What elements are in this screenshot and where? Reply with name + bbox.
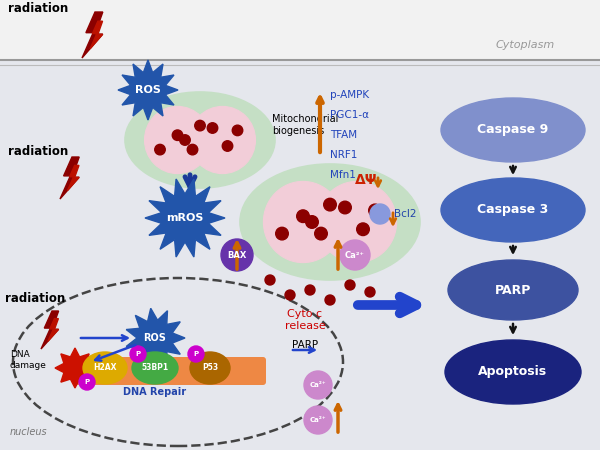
Text: Ca²⁺: Ca²⁺: [310, 382, 326, 388]
Text: 53BP1: 53BP1: [142, 364, 169, 373]
Ellipse shape: [145, 106, 211, 174]
Circle shape: [356, 223, 370, 235]
Ellipse shape: [448, 260, 578, 320]
Circle shape: [325, 295, 335, 305]
Ellipse shape: [240, 164, 420, 280]
Text: radiation: radiation: [8, 2, 68, 15]
Circle shape: [172, 130, 183, 140]
Circle shape: [338, 201, 352, 214]
Text: P53: P53: [202, 364, 218, 373]
Text: PARP: PARP: [495, 284, 531, 297]
Circle shape: [304, 371, 332, 399]
Circle shape: [296, 210, 310, 222]
Text: p-AMPK: p-AMPK: [330, 90, 369, 100]
Polygon shape: [126, 308, 185, 368]
Circle shape: [79, 374, 95, 390]
Ellipse shape: [190, 352, 230, 384]
Text: Apoptosis: Apoptosis: [478, 365, 548, 378]
Text: P: P: [136, 351, 140, 357]
Text: TFAM: TFAM: [330, 130, 357, 140]
Circle shape: [195, 120, 205, 131]
Polygon shape: [90, 21, 103, 49]
Text: P: P: [85, 379, 89, 385]
Polygon shape: [55, 348, 95, 388]
Circle shape: [155, 144, 165, 155]
Polygon shape: [118, 60, 178, 120]
Text: Caspase 9: Caspase 9: [478, 123, 548, 136]
Text: radiation: radiation: [5, 292, 65, 305]
Circle shape: [324, 198, 337, 211]
Ellipse shape: [441, 178, 585, 242]
Circle shape: [232, 125, 243, 135]
Circle shape: [276, 227, 289, 240]
Circle shape: [365, 287, 375, 297]
Text: DNA
damage: DNA damage: [10, 350, 47, 370]
Text: ROS: ROS: [143, 333, 166, 343]
Text: BAX: BAX: [227, 251, 247, 260]
Text: Ca²⁺: Ca²⁺: [310, 417, 326, 423]
Text: Ca²⁺: Ca²⁺: [345, 251, 365, 260]
Circle shape: [370, 204, 390, 224]
Polygon shape: [41, 311, 59, 349]
Ellipse shape: [190, 106, 256, 174]
Polygon shape: [60, 157, 79, 199]
Ellipse shape: [445, 340, 581, 404]
Ellipse shape: [263, 181, 343, 263]
Ellipse shape: [83, 352, 127, 384]
Text: ΔΨ: ΔΨ: [355, 173, 377, 187]
Text: Cytoplasm: Cytoplasm: [496, 40, 555, 50]
Text: PGC1-α: PGC1-α: [330, 110, 369, 120]
Ellipse shape: [441, 98, 585, 162]
Circle shape: [314, 227, 328, 240]
Text: Mfn1: Mfn1: [330, 170, 356, 180]
Circle shape: [221, 239, 253, 271]
Circle shape: [207, 123, 218, 133]
Text: P: P: [193, 351, 199, 357]
Circle shape: [285, 290, 295, 300]
Circle shape: [340, 240, 370, 270]
Circle shape: [305, 285, 315, 295]
Polygon shape: [0, 60, 600, 450]
Text: Mitochondrial
biogenesis: Mitochondrial biogenesis: [272, 114, 338, 136]
Text: DNA Repair: DNA Repair: [124, 387, 187, 397]
Text: NRF1: NRF1: [330, 150, 358, 160]
Circle shape: [345, 280, 355, 290]
Text: Caspase 3: Caspase 3: [478, 203, 548, 216]
Polygon shape: [82, 12, 103, 58]
Polygon shape: [67, 166, 79, 191]
Text: ROS: ROS: [135, 85, 161, 95]
FancyBboxPatch shape: [75, 357, 266, 385]
Circle shape: [306, 216, 319, 228]
Text: nucleus: nucleus: [10, 427, 47, 437]
Circle shape: [304, 406, 332, 434]
Text: Bcl2: Bcl2: [394, 209, 416, 219]
Circle shape: [187, 144, 198, 155]
Ellipse shape: [317, 181, 397, 263]
Circle shape: [180, 135, 190, 145]
Circle shape: [222, 141, 233, 151]
Ellipse shape: [132, 352, 178, 384]
Text: mROS: mROS: [166, 213, 203, 223]
Circle shape: [188, 346, 204, 362]
Text: radiation: radiation: [8, 145, 68, 158]
Circle shape: [265, 275, 275, 285]
Polygon shape: [0, 0, 600, 60]
Polygon shape: [48, 319, 58, 342]
Circle shape: [368, 204, 382, 217]
Text: H2AX: H2AX: [93, 364, 117, 373]
Circle shape: [130, 346, 146, 362]
Text: Cyto c
release: Cyto c release: [284, 309, 325, 331]
Polygon shape: [145, 179, 225, 257]
Ellipse shape: [125, 92, 275, 188]
Text: PARP: PARP: [292, 340, 318, 350]
